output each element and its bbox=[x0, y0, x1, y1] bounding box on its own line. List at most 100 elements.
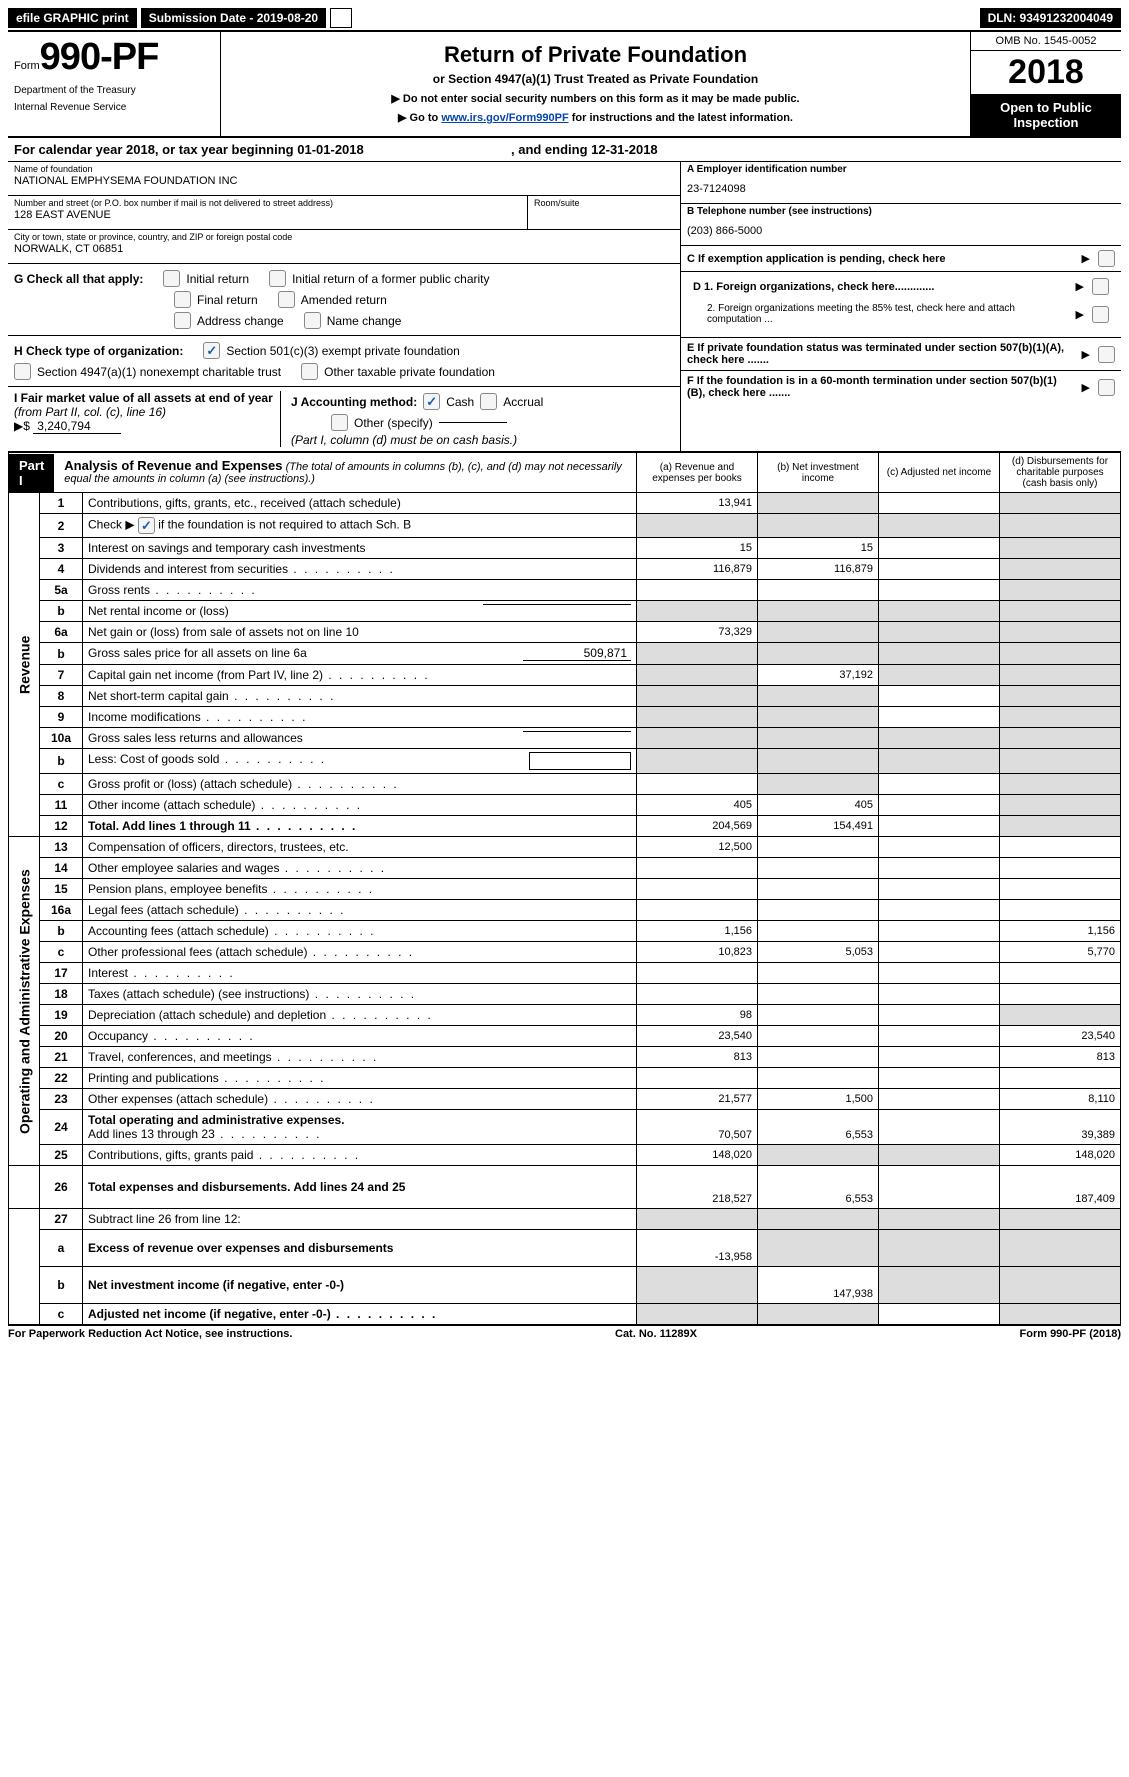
inline-field[interactable] bbox=[483, 604, 631, 605]
cb-accrual[interactable] bbox=[480, 393, 497, 410]
irs-link[interactable]: www.irs.gov/Form990PF bbox=[441, 112, 568, 124]
arrow-icon: ▶ bbox=[1076, 308, 1084, 321]
cell: 813 bbox=[1000, 1047, 1121, 1068]
row-desc: Compensation of officers, directors, tru… bbox=[83, 837, 637, 858]
footer-right: Form 990-PF (2018) bbox=[1020, 1328, 1122, 1340]
cb-amended-return[interactable] bbox=[278, 291, 295, 308]
table-row: 21 Travel, conferences, and meetings 813… bbox=[9, 1047, 1121, 1068]
d2-label: 2. Foreign organizations meeting the 85%… bbox=[693, 303, 1068, 325]
row-num: 23 bbox=[40, 1089, 83, 1110]
cb-e[interactable] bbox=[1098, 346, 1115, 363]
row-desc: Printing and publications bbox=[83, 1068, 637, 1089]
arrow-icon: ▶ bbox=[1076, 280, 1084, 293]
table-row: 22 Printing and publications bbox=[9, 1068, 1121, 1089]
row-num: 1 bbox=[40, 493, 83, 514]
table-row: 6a Net gain or (loss) from sale of asset… bbox=[9, 622, 1121, 643]
row-desc: Total expenses and disbursements. Add li… bbox=[83, 1166, 637, 1209]
table-row: c Gross profit or (loss) (attach schedul… bbox=[9, 774, 1121, 795]
row-num: 21 bbox=[40, 1047, 83, 1068]
arrow-icon: ▶ bbox=[1082, 252, 1090, 265]
row-num: 10a bbox=[40, 728, 83, 749]
cb-initial-return-former[interactable] bbox=[269, 270, 286, 287]
cb-sched-b[interactable] bbox=[138, 517, 155, 534]
row-num: 14 bbox=[40, 858, 83, 879]
table-row: c Adjusted net income (if negative, ente… bbox=[9, 1304, 1121, 1325]
section-g: G Check all that apply: Initial return I… bbox=[8, 263, 680, 335]
row-num: 25 bbox=[40, 1145, 83, 1166]
row-num: 9 bbox=[40, 707, 83, 728]
dln-badge: DLN: 93491232004049 bbox=[980, 8, 1121, 28]
table-row: b Accounting fees (attach schedule) 1,15… bbox=[9, 921, 1121, 942]
d1-label: D 1. Foreign organizations, check here..… bbox=[693, 281, 1068, 293]
cal-end: 12-31-2018 bbox=[591, 142, 658, 157]
row-desc: Subtract line 26 from line 12: bbox=[83, 1209, 637, 1230]
page-footer: For Paperwork Reduction Act Notice, see … bbox=[8, 1325, 1121, 1340]
h-opt3: Other taxable private foundation bbox=[324, 365, 495, 379]
row-desc: Accounting fees (attach schedule) bbox=[83, 921, 637, 942]
cb-f[interactable] bbox=[1098, 379, 1115, 396]
cb-cash[interactable] bbox=[423, 393, 440, 410]
table-row: 26 Total expenses and disbursements. Add… bbox=[9, 1166, 1121, 1209]
table-row: Operating and Administrative Expenses 13… bbox=[9, 837, 1121, 858]
cell: 1,500 bbox=[758, 1089, 879, 1110]
cb-final-return[interactable] bbox=[174, 291, 191, 308]
cell: 15 bbox=[637, 538, 758, 559]
tax-year: 2018 bbox=[971, 51, 1121, 94]
j-opt3: Other (specify) bbox=[354, 416, 433, 430]
footer-left: For Paperwork Reduction Act Notice, see … bbox=[8, 1328, 292, 1340]
dept-treasury: Department of the Treasury bbox=[14, 85, 214, 96]
cb-d2[interactable] bbox=[1092, 306, 1109, 323]
cb-d1[interactable] bbox=[1092, 278, 1109, 295]
row-num: 16a bbox=[40, 900, 83, 921]
f-label: F If the foundation is in a 60-month ter… bbox=[687, 375, 1074, 399]
row-desc: Gross sales price for all assets on line… bbox=[83, 643, 637, 665]
g-opt3: Final return bbox=[197, 293, 258, 307]
cb-c[interactable] bbox=[1098, 250, 1115, 267]
cal-prefix: For calendar year 2018, or tax year begi… bbox=[14, 142, 297, 157]
table-row: 15 Pension plans, employee benefits bbox=[9, 879, 1121, 900]
submission-date: Submission Date - 2019-08-20 bbox=[141, 8, 326, 28]
inline-field[interactable] bbox=[523, 731, 631, 732]
revenue-vert-label: Revenue bbox=[9, 493, 40, 837]
cb-other-taxable[interactable] bbox=[301, 363, 318, 380]
table-row: Revenue 1 Contributions, gifts, grants, … bbox=[9, 493, 1121, 514]
form-subtitle: or Section 4947(a)(1) Trust Treated as P… bbox=[231, 72, 960, 86]
cb-501c3[interactable] bbox=[203, 342, 220, 359]
cb-initial-return[interactable] bbox=[163, 270, 180, 287]
table-row: 23 Other expenses (attach schedule) 21,5… bbox=[9, 1089, 1121, 1110]
table-row: 2 Check ▶ if the foundation is not requi… bbox=[9, 514, 1121, 538]
col-c-header: (c) Adjusted net income bbox=[879, 452, 1000, 493]
row-desc: Net rental income or (loss) bbox=[83, 601, 637, 622]
row-desc: Pension plans, employee benefits bbox=[83, 879, 637, 900]
form-title: Return of Private Foundation bbox=[231, 42, 960, 68]
row-desc: Other expenses (attach schedule) bbox=[83, 1089, 637, 1110]
check-prefix: Check ▶ bbox=[88, 518, 135, 532]
e-label: E If private foundation status was termi… bbox=[687, 342, 1074, 366]
other-method-field[interactable] bbox=[439, 422, 507, 423]
h-opt2: Section 4947(a)(1) nonexempt charitable … bbox=[37, 365, 281, 379]
arrow-icon: ▶ bbox=[1082, 381, 1090, 394]
row-desc: Gross sales less returns and allowances bbox=[83, 728, 637, 749]
row-num: 11 bbox=[40, 795, 83, 816]
desc-text: Net rental income or (loss) bbox=[88, 604, 229, 618]
row-desc: Total. Add lines 1 through 11 bbox=[83, 816, 637, 837]
cb-4947a1[interactable] bbox=[14, 363, 31, 380]
row-desc: Capital gain net income (from Part IV, l… bbox=[83, 665, 637, 686]
j-label: J Accounting method: bbox=[291, 395, 417, 409]
cell: 405 bbox=[758, 795, 879, 816]
footer-mid: Cat. No. 11289X bbox=[615, 1328, 697, 1340]
inline-box[interactable] bbox=[529, 752, 631, 770]
row-desc: Taxes (attach schedule) (see instruction… bbox=[83, 984, 637, 1005]
row-num: b bbox=[40, 601, 83, 622]
dept-irs: Internal Revenue Service bbox=[14, 102, 214, 113]
calendar-year-line: For calendar year 2018, or tax year begi… bbox=[8, 136, 1121, 161]
table-row: 14 Other employee salaries and wages bbox=[9, 858, 1121, 879]
cb-name-change[interactable] bbox=[304, 312, 321, 329]
row-num: 22 bbox=[40, 1068, 83, 1089]
goto-prefix: ▶ Go to bbox=[398, 112, 441, 124]
cell: 813 bbox=[637, 1047, 758, 1068]
cb-other-method[interactable] bbox=[331, 414, 348, 431]
g-opt1: Initial return bbox=[186, 272, 249, 286]
form-header: Form990-PF Department of the Treasury In… bbox=[8, 30, 1121, 136]
cb-address-change[interactable] bbox=[174, 312, 191, 329]
